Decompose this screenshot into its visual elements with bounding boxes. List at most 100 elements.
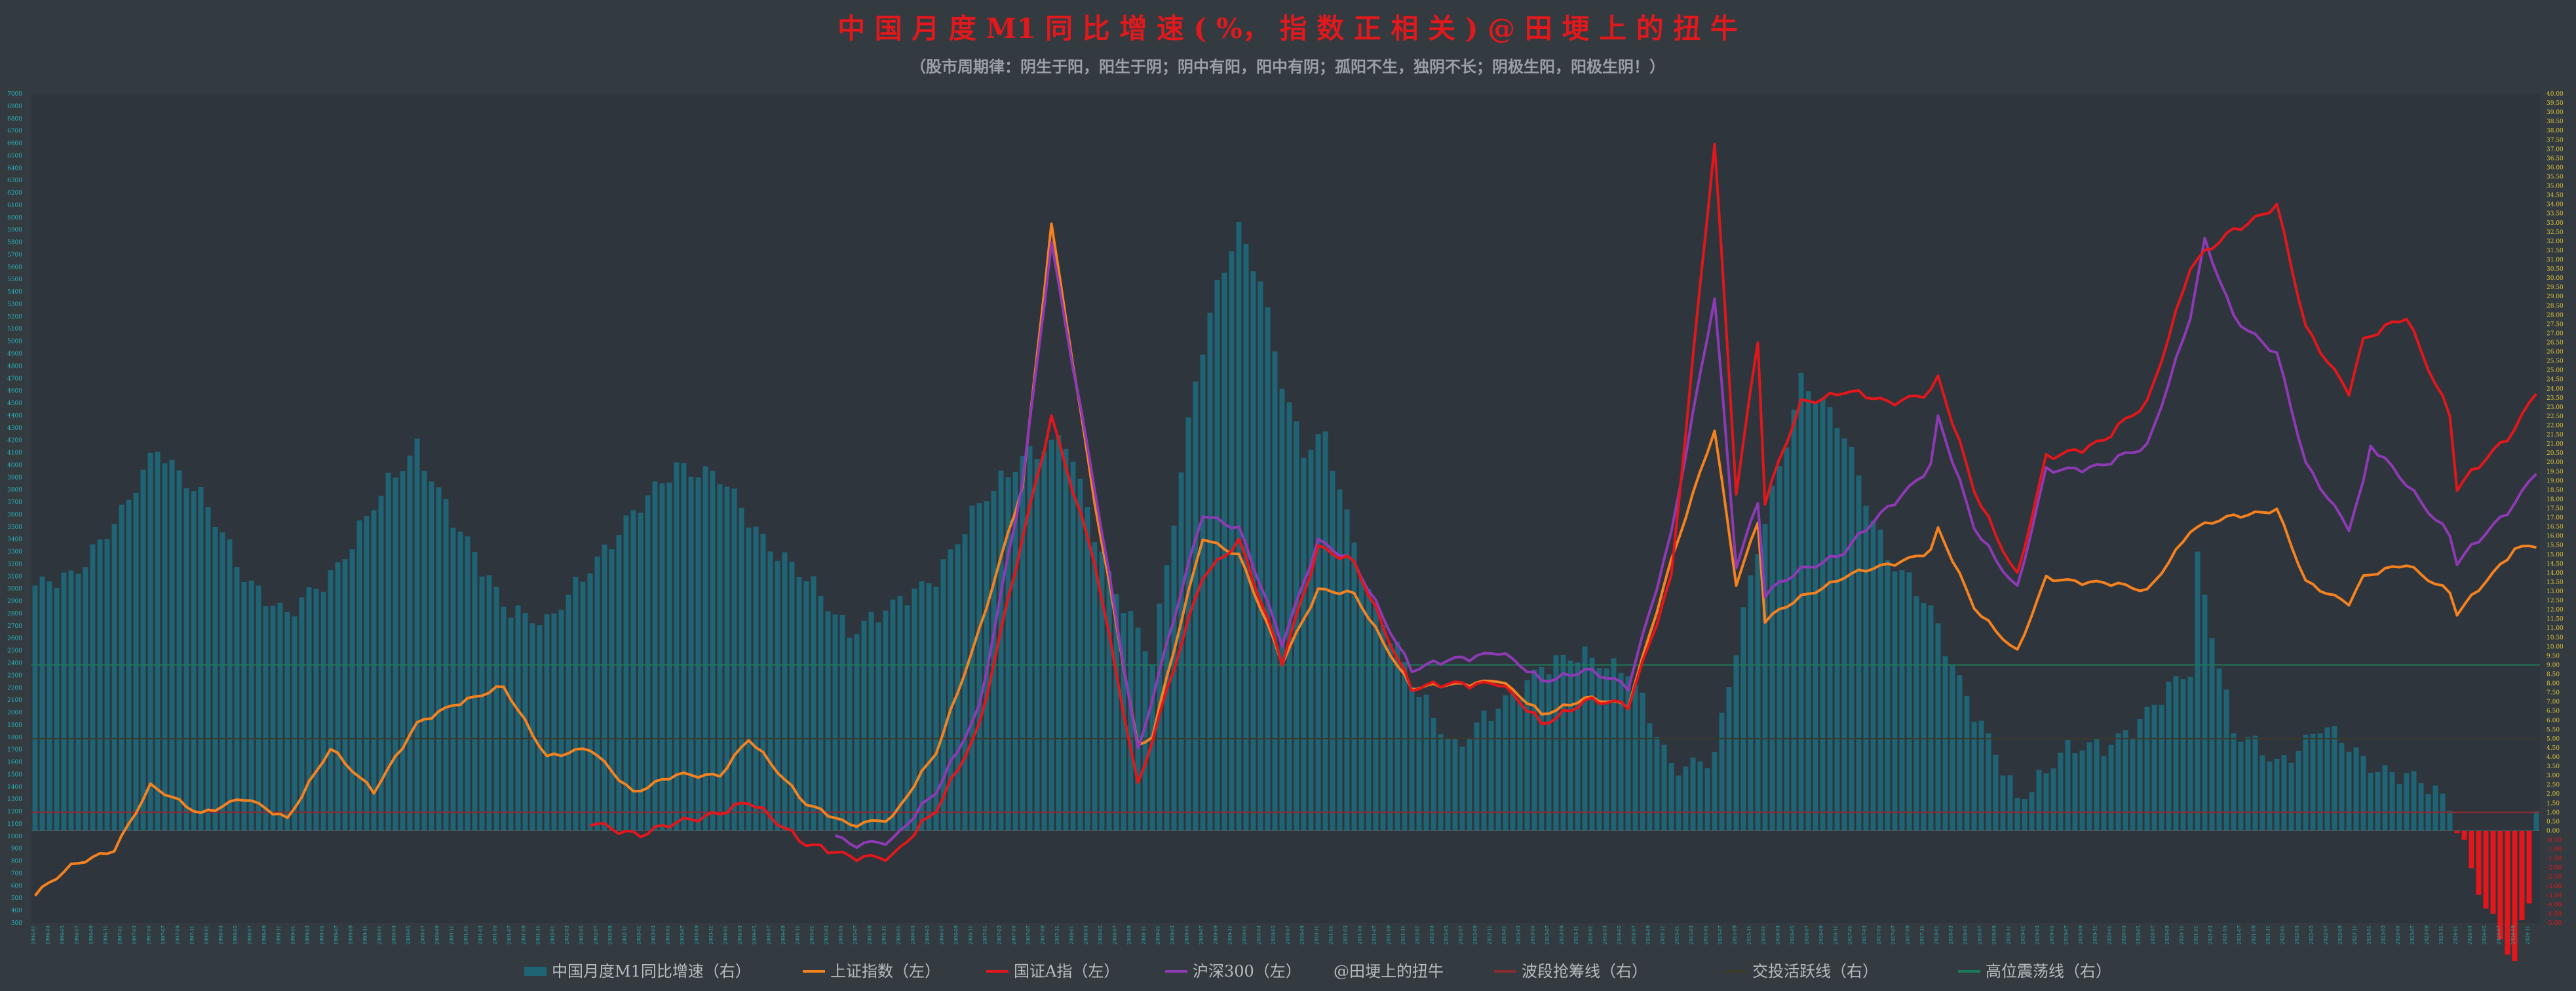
x-axis-tick-label: 2018-09 bbox=[1992, 925, 1997, 944]
x-axis-tick-label: 1998-07 bbox=[248, 925, 253, 944]
x-axis-tick-label: 2007-09 bbox=[1041, 925, 1046, 944]
right-axis-tick-label: 11.50 bbox=[2547, 616, 2564, 623]
x-axis-tick-label: 2003-09 bbox=[695, 925, 700, 944]
x-axis-tick-label: 2024-01 bbox=[2453, 925, 2459, 944]
m1-bar bbox=[2447, 810, 2453, 831]
x-axis-tick-label: 2014-03 bbox=[1603, 925, 1608, 944]
m1-bar bbox=[775, 560, 780, 831]
x-axis-tick-label: 2023-09 bbox=[2425, 925, 2430, 944]
m1-bar bbox=[1445, 739, 1451, 831]
left-axis-tick-label: 900 bbox=[11, 846, 22, 853]
right-axis-tick-label: 25.50 bbox=[2547, 359, 2564, 365]
m1-bar bbox=[1654, 737, 1660, 831]
x-axis-tick-label: 2003-07 bbox=[680, 925, 685, 944]
m1-bar bbox=[666, 482, 672, 831]
m1-bar bbox=[400, 471, 406, 831]
x-axis-tick-label: 2023-11 bbox=[2439, 925, 2444, 944]
m1-bar bbox=[1012, 471, 1018, 831]
m1-bar bbox=[1085, 507, 1090, 831]
x-axis-tick-label: 2006-03 bbox=[911, 925, 916, 944]
left-axis-tick-label: 5300 bbox=[7, 301, 22, 308]
x-axis-tick-label: 2007-01 bbox=[983, 925, 988, 944]
m1-bar bbox=[1870, 520, 1876, 831]
m1-bar bbox=[2094, 738, 2100, 831]
m1-bar bbox=[724, 486, 730, 831]
x-axis-tick-label: 1997-01 bbox=[118, 925, 123, 944]
x-axis-tick-label: 2017-05 bbox=[1877, 925, 1882, 944]
left-axis-tick-label: 5800 bbox=[7, 240, 22, 246]
right-axis-tick-label: 12.50 bbox=[2547, 598, 2564, 604]
x-axis-tick-label: 2016-07 bbox=[1805, 925, 1810, 944]
m1-bar bbox=[1906, 572, 1912, 831]
m1-bar bbox=[1337, 489, 1343, 831]
x-axis-tick-label: 2011-11 bbox=[1401, 925, 1406, 944]
x-axis-tick-label: 2003-03 bbox=[651, 925, 657, 944]
legend-label: 波段抢筹线（右） bbox=[1522, 962, 1647, 981]
x-axis-tick-label: 2019-01 bbox=[2021, 925, 2026, 944]
left-axis-tick-label: 4400 bbox=[7, 413, 22, 419]
x-axis-tick-label: 2017-03 bbox=[1862, 925, 1868, 944]
m1-bar bbox=[2274, 758, 2280, 831]
left-axis-tick-label: 1800 bbox=[7, 735, 22, 741]
m1-bar bbox=[306, 587, 312, 831]
m1-bar bbox=[623, 515, 629, 831]
left-axis-tick-label: 3600 bbox=[7, 512, 22, 518]
m1-bar bbox=[90, 544, 96, 831]
m1-bar bbox=[688, 476, 694, 831]
x-axis-tick-label: 2018-01 bbox=[1934, 925, 1940, 944]
x-axis-tick-label: 2010-05 bbox=[1271, 925, 1277, 944]
plot-area bbox=[31, 94, 2540, 923]
m1-bar bbox=[537, 625, 543, 831]
x-axis-tick-label: 1998-09 bbox=[262, 925, 267, 944]
right-axis-tick-label: 33.50 bbox=[2547, 211, 2564, 218]
m1-bar bbox=[2469, 830, 2474, 868]
m1-bar bbox=[169, 459, 175, 831]
m1-bar bbox=[2101, 756, 2107, 831]
m1-bar bbox=[1503, 695, 1509, 831]
chart-title: 中 国 月 度 M1 同 比 增 速 ( %， 指 数 正 相 关 ) @ 田 … bbox=[837, 12, 1738, 45]
m1-bar bbox=[782, 552, 788, 831]
right-axis-tick-label: 38.00 bbox=[2547, 128, 2564, 134]
x-axis-tick-label: 2004-07 bbox=[767, 925, 772, 944]
m1-bar bbox=[1928, 605, 1934, 831]
x-axis-tick-label: 2011-03 bbox=[1343, 925, 1349, 944]
m1-bar bbox=[1676, 775, 1682, 831]
m1-bar bbox=[61, 572, 67, 831]
left-axis-tick-label: 5400 bbox=[7, 289, 22, 296]
right-axis-tick-label: 34.00 bbox=[2547, 202, 2564, 208]
right-axis-tick-label: -2.50 bbox=[2547, 874, 2562, 881]
m1-bar bbox=[746, 527, 752, 831]
m1-bar bbox=[2483, 830, 2489, 909]
right-axis-tick-label: 18.00 bbox=[2547, 496, 2564, 503]
right-axis-tick-label: 24.50 bbox=[2547, 377, 2564, 383]
left-axis-tick-label: 5600 bbox=[7, 264, 22, 271]
x-axis-tick-label: 1999-03 bbox=[305, 925, 311, 944]
m1-bar bbox=[803, 581, 809, 831]
right-axis-tick-label: 16.00 bbox=[2547, 534, 2564, 540]
m1-bar bbox=[1229, 251, 1235, 831]
m1-bar bbox=[1048, 439, 1054, 831]
x-axis-tick-label: 2019-11 bbox=[2093, 925, 2098, 944]
x-axis-tick-label: 2022-03 bbox=[2295, 925, 2300, 944]
x-axis-tick-label: 2001-11 bbox=[536, 925, 541, 944]
m1-bar bbox=[1683, 766, 1689, 831]
m1-bar bbox=[1258, 281, 1263, 831]
m1-bar bbox=[1755, 554, 1761, 831]
x-axis-tick-label: 2020-11 bbox=[2180, 925, 2185, 944]
m1-bar bbox=[1330, 471, 1336, 831]
x-axis-tick-label: 2005-07 bbox=[853, 925, 858, 944]
x-axis-tick-label: 2002-01 bbox=[550, 925, 556, 944]
m1-bar bbox=[212, 526, 218, 831]
x-axis-tick-label: 2015-03 bbox=[1689, 925, 1695, 944]
m1-bar bbox=[1899, 570, 1905, 831]
left-axis-tick-label: 6300 bbox=[7, 178, 22, 184]
m1-bar bbox=[2497, 830, 2503, 940]
right-axis-tick-label: 4.50 bbox=[2547, 745, 2560, 752]
x-axis-tick-label: 2020-01 bbox=[2107, 925, 2113, 944]
m1-bar bbox=[104, 539, 110, 831]
m1-bar bbox=[1986, 733, 1991, 831]
right-axis-tick-label: 0.50 bbox=[2547, 819, 2560, 825]
m1-bar bbox=[969, 505, 975, 831]
m1-bar bbox=[2432, 785, 2438, 831]
m1-bar bbox=[349, 549, 355, 831]
